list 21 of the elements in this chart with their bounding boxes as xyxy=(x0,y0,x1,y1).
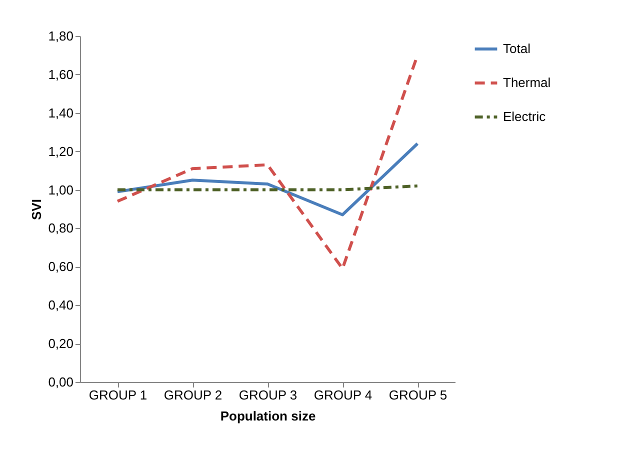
y-tick-label: 1,00 xyxy=(48,182,74,198)
y-tick-label: 1,40 xyxy=(48,105,74,120)
x-tick-label: GROUP 3 xyxy=(238,388,298,402)
legend-label: Thermal xyxy=(503,75,551,90)
x-tick-label: GROUP 2 xyxy=(164,388,222,402)
y-tick-label: 0,00 xyxy=(48,374,74,390)
legend-label: Total xyxy=(503,41,531,56)
y-tick-label: 0,20 xyxy=(48,336,74,352)
y-axis-title: SVI xyxy=(29,199,44,220)
y-tick-label: 1,60 xyxy=(48,66,74,82)
y-tick-label: 1,20 xyxy=(48,144,74,159)
x-axis-title: Population size xyxy=(220,408,316,424)
y-tick-label: 0,40 xyxy=(48,298,74,313)
legend-label: Electric xyxy=(503,109,546,124)
y-tick-label: 0,60 xyxy=(48,259,74,274)
line-series xyxy=(116,142,419,216)
x-tick-label: GROUP 5 xyxy=(388,388,448,402)
x-tick-label: GROUP 4 xyxy=(314,388,372,402)
y-tick-label: 0,80 xyxy=(48,220,74,236)
y-tick-label: 1,80 xyxy=(48,28,74,44)
x-tick-label: GROUP 1 xyxy=(88,388,148,402)
